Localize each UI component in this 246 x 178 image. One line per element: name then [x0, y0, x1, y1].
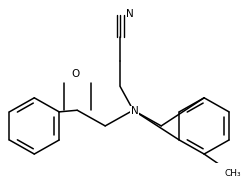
- Text: N: N: [126, 9, 134, 19]
- Text: O: O: [72, 69, 80, 79]
- Text: N: N: [131, 106, 138, 116]
- Text: CH₃: CH₃: [224, 169, 241, 178]
